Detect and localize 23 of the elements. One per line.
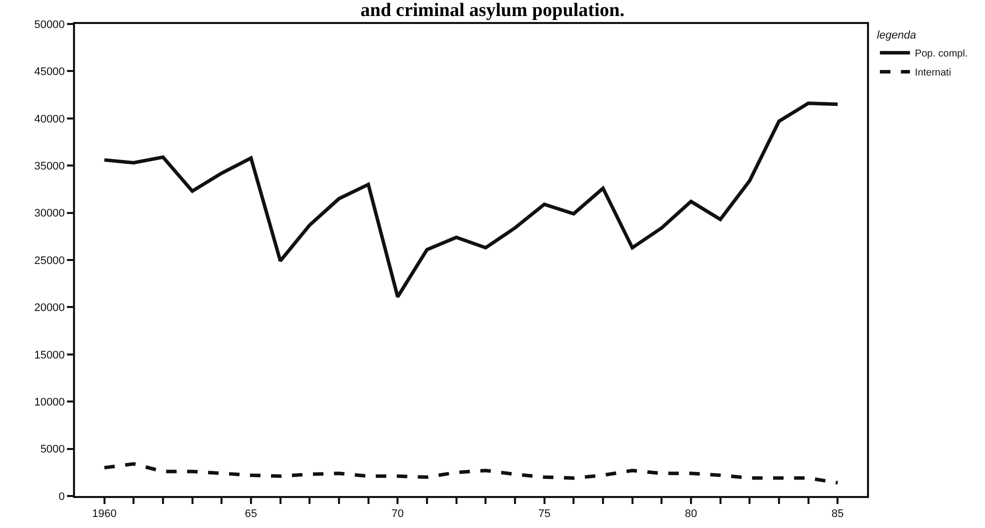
y-tick-label: 30000 <box>34 208 65 220</box>
chart-title: and criminal asylum population. <box>360 0 624 21</box>
y-tick-label: 5000 <box>40 444 65 456</box>
y-tick-label: 25000 <box>34 254 65 267</box>
legend-title: legenda <box>876 29 916 42</box>
y-tick-label: 35000 <box>34 160 65 172</box>
y-tick-label: 10000 <box>34 396 65 408</box>
legend-label: Internati <box>914 68 952 79</box>
x-tick-label: 1960 <box>92 508 117 520</box>
x-tick-label: 65 <box>244 508 258 520</box>
x-tick-label: 85 <box>832 508 844 520</box>
y-tick-label: 50000 <box>34 18 65 31</box>
x-tick-label: 75 <box>538 508 550 520</box>
y-tick-label: 45000 <box>34 66 65 78</box>
y-tick-label: 15000 <box>34 349 65 362</box>
line-series <box>102 102 840 299</box>
x-tick-label: 70 <box>392 508 404 520</box>
y-tick-label: 40000 <box>34 113 65 126</box>
legend-label: Pop. compl. <box>914 48 968 60</box>
y-tick-label: 0 <box>58 490 65 503</box>
x-tick-label: 80 <box>684 508 698 520</box>
line-series <box>102 462 840 485</box>
y-tick-label: 20000 <box>34 302 65 314</box>
